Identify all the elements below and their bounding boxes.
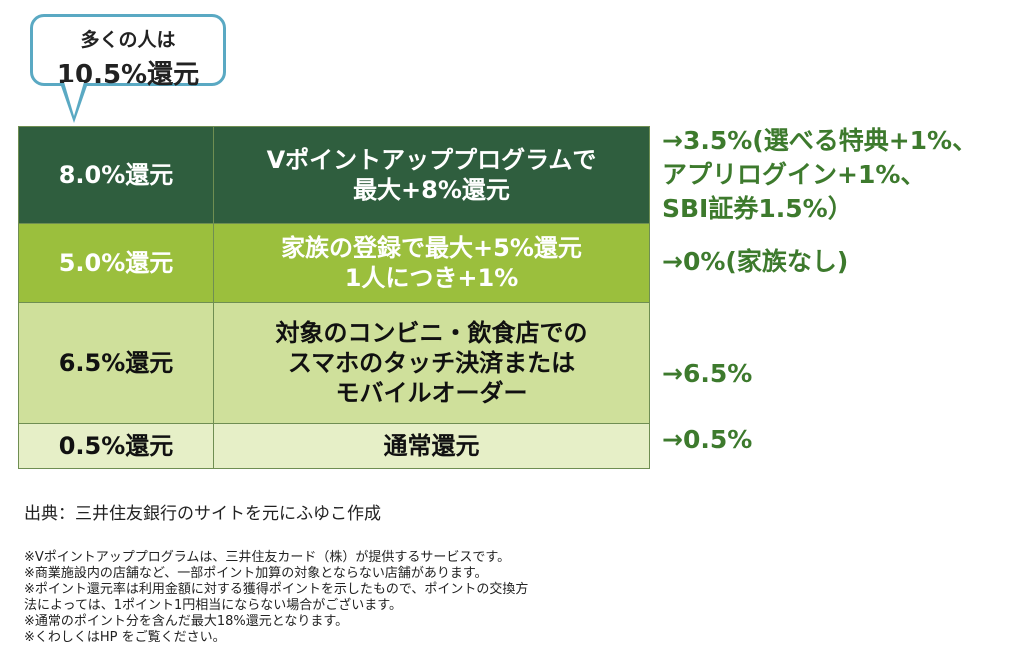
side-note-row1: →3.5%(選べる特典+1%、 アプリログイン+1%、 SBI証券1.5%）: [662, 124, 977, 225]
footnote-line: 法によっては、1ポイント1円相当にならない場合がございます。: [24, 598, 402, 613]
side-note-row4: →0.5%: [662, 423, 752, 457]
footnote-line: ※ポイント還元率は利用金額に対する獲得ポイントを示したもので、ポイントの交換方: [24, 582, 529, 597]
footnote-line: ※Vポイントアッププログラムは、三井住友カード（株）が提供するサービスです。: [24, 550, 511, 565]
rate-cell: 0.5%還元: [18, 423, 214, 469]
footnote-line: ※通常のポイント分を含んだ最大18%還元となります。: [24, 614, 349, 629]
footnotes: ※Vポイントアッププログラムは、三井住友カード（株）が提供するサービスです。 ※…: [24, 550, 664, 646]
bubble-tail-inner: [64, 82, 84, 116]
source-credit: 出典：三井住友銀行のサイトを元にふゆこ作成: [24, 504, 381, 524]
side-note-line: →0.5%: [662, 425, 753, 454]
rate-cell: 8.0%還元: [18, 126, 214, 224]
side-note-line: アプリログイン+1%、: [662, 159, 926, 189]
description-line: 通常還元: [383, 432, 480, 460]
side-note-line: SBI証券1.5%）: [662, 193, 853, 223]
description-line: 家族の登録で最大+5%還元: [281, 234, 582, 262]
table-row: 8.0%還元 Vポイントアッププログラムで 最大+8%還元: [18, 126, 650, 224]
side-note-line: →6.5%: [662, 359, 753, 388]
table-row: 6.5%還元 対象のコンビニ・飲食店での スマホのタッチ決済または モバイルオー…: [18, 302, 650, 424]
description-cell: Vポイントアッププログラムで 最大+8%還元: [213, 126, 650, 224]
description-cell: 家族の登録で最大+5%還元 1人につき+1%: [213, 223, 650, 303]
description-cell: 通常還元: [213, 423, 650, 469]
bubble-caption: 多くの人は: [80, 29, 176, 51]
rate-cell: 5.0%還元: [18, 223, 214, 303]
description-line: スマホのタッチ決済または: [287, 349, 576, 377]
description-line: 対象のコンビニ・飲食店での: [275, 319, 588, 347]
description-cell: 対象のコンビニ・飲食店での スマホのタッチ決済または モバイルオーダー: [213, 302, 650, 424]
side-note-line: →0%(家族なし): [662, 247, 849, 276]
side-note-row2: →0%(家族なし): [662, 245, 848, 279]
reward-breakdown-table: 8.0%還元 Vポイントアッププログラムで 最大+8%還元 5.0%還元 家族の…: [18, 126, 650, 469]
description-line: 最大+8%還元: [353, 176, 510, 204]
description-line: Vポイントアッププログラムで: [266, 146, 597, 174]
footnote-line: ※くわしくはHP をご覧ください。: [24, 630, 226, 645]
description-line: 1人につき+1%: [344, 264, 519, 292]
speech-bubble: 多くの人は 10.5%還元: [30, 14, 226, 90]
rate-cell: 6.5%還元: [18, 302, 214, 424]
footnote-line: ※商業施設内の店舗など、一部ポイント加算の対象とならない店舗があります。: [24, 566, 488, 581]
side-note-line: →3.5%(選べる特典+1%、: [662, 126, 978, 155]
table-row: 5.0%還元 家族の登録で最大+5%還元 1人につき+1%: [18, 223, 650, 303]
table-row: 0.5%還元 通常還元: [18, 423, 650, 469]
side-note-row3: →6.5%: [662, 357, 752, 391]
description-line: モバイルオーダー: [335, 379, 528, 407]
